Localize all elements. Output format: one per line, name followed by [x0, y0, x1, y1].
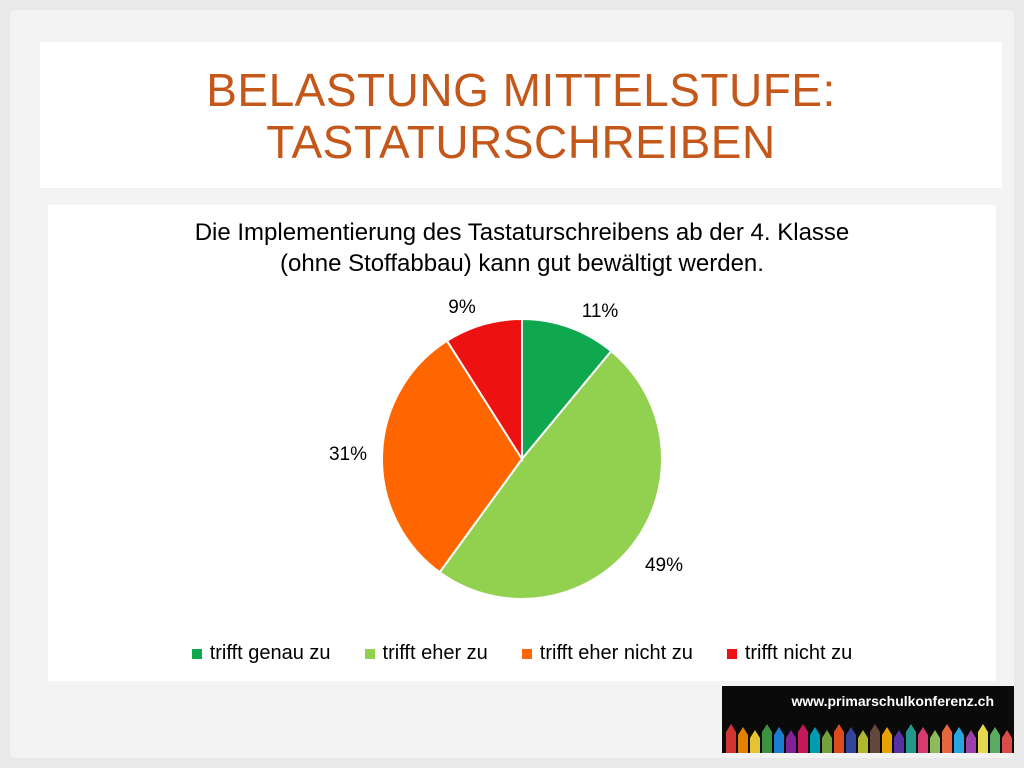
pencil-shape: [870, 724, 880, 753]
pie-slice-4: [445, 317, 523, 463]
slide: BELASTUNG MITTELSTUFE: TASTATURSCHREIBEN…: [10, 10, 1014, 758]
pie-slice-1: [521, 317, 613, 462]
title-box: BELASTUNG MITTELSTUFE: TASTATURSCHREIBEN: [40, 42, 1002, 188]
legend-item-1: trifft genau zu: [191, 642, 331, 665]
legend-item-2: trifft eher zu: [364, 642, 488, 665]
chart-title-line1: Die Implementierung des Tastaturschreibe…: [194, 219, 850, 246]
pencil-shape: [738, 727, 748, 753]
legend-label-1: trifft genau zu: [209, 642, 331, 664]
slide-title-line2: TASTATURSCHREIBEN: [266, 116, 776, 168]
pencil-shape: [822, 730, 832, 753]
pencil-shape: [966, 730, 976, 753]
data-label-1: 11%: [582, 301, 619, 322]
pie-slice-3: [381, 339, 524, 574]
pencil-shape: [726, 724, 736, 753]
slide-title-line1: BELASTUNG MITTELSTUFE:: [206, 64, 836, 116]
pencil-shape: [978, 724, 988, 753]
pencil-shape: [930, 730, 940, 753]
pencil-shape: [990, 727, 1000, 753]
legend-label-2: trifft eher zu: [382, 642, 488, 664]
pencil-shape: [954, 727, 964, 753]
pie-chart: 11% 49% 31% 9%: [329, 297, 683, 600]
pencil-shape: [786, 730, 796, 753]
footer-url: www.primarschulkonferenz.ch: [791, 693, 994, 709]
legend-swatch-3: [521, 648, 532, 659]
chart-title-line2: (ohne Stoffabbau) kann gut bewältigt wer…: [280, 250, 764, 277]
pencil-shape: [810, 727, 820, 753]
pie-slice-2: [438, 349, 663, 600]
chart-legend: trifft genau zu trifft eher zu trifft eher…: [48, 642, 996, 665]
legend-swatch-1: [191, 648, 202, 659]
pencil-shape: [762, 724, 772, 753]
pencil-shape: [894, 730, 904, 753]
chart-box: Die Implementierung des Tastaturschreibe…: [48, 205, 996, 681]
pencil-shape: [906, 724, 916, 753]
chart-title: Die Implementierung des Tastaturschreibe…: [48, 217, 996, 279]
data-label-3: 31%: [329, 444, 367, 465]
pencil-shape: [1002, 730, 1012, 753]
pencil-shape: [918, 727, 928, 753]
legend-item-4: trifft nicht zu: [726, 642, 853, 665]
legend-swatch-2: [364, 648, 375, 659]
pencil-shape: [846, 727, 856, 753]
pencil-shape: [858, 730, 868, 753]
pencil-shape: [750, 730, 760, 753]
data-label-2: 49%: [645, 555, 683, 576]
data-label-4: 9%: [448, 297, 476, 318]
legend-swatch-4: [726, 648, 737, 659]
footer-banner: www.primarschulkonferenz.ch: [722, 686, 1014, 753]
slide-title: BELASTUNG MITTELSTUFE: TASTATURSCHREIBEN: [40, 64, 1002, 168]
colored-pencils-image: [726, 724, 1012, 753]
legend-item-3: trifft eher nicht zu: [521, 642, 693, 665]
pencil-shape: [882, 727, 892, 753]
legend-label-4: trifft nicht zu: [744, 642, 853, 664]
legend-label-3: trifft eher nicht zu: [539, 642, 693, 664]
pencil-shape: [942, 724, 952, 753]
pencil-shape: [798, 724, 808, 753]
pencil-shape: [774, 727, 784, 753]
pencil-shape: [834, 724, 844, 753]
